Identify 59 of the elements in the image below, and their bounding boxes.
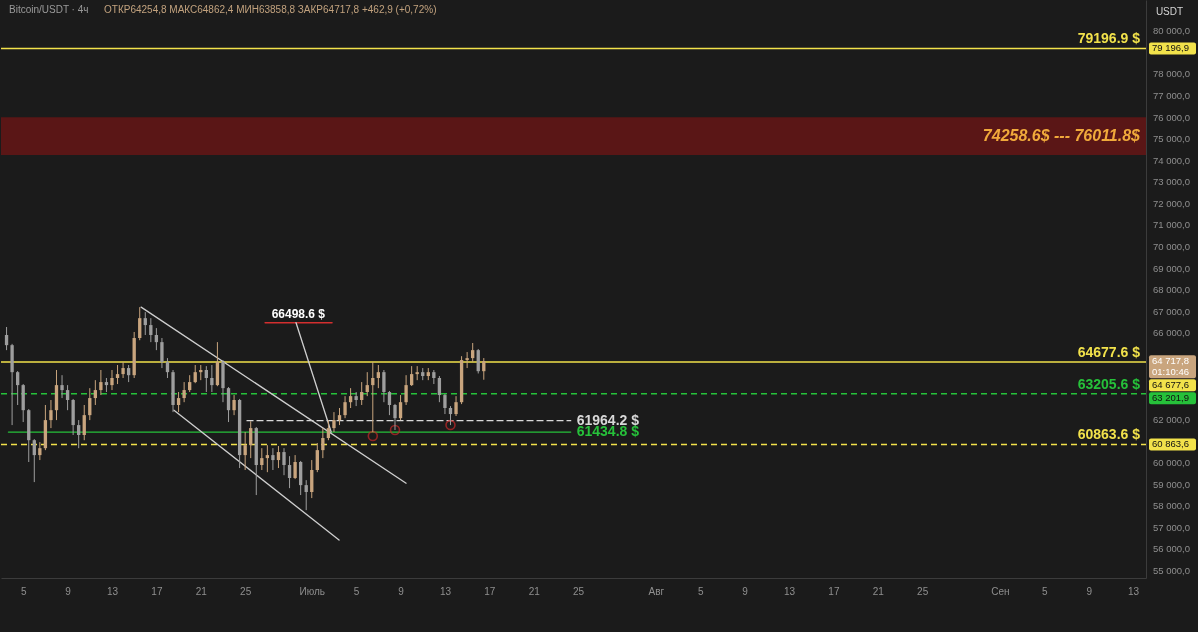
y-tick-label: 58 000,0 (1153, 500, 1190, 512)
y-tick-label: 74 000,0 (1153, 154, 1190, 166)
chart-subtitle: ОТКР64254,8 МАКС64862,4 МИН63858,8 ЗАКР64717,8 +462,9 (+0,72%) (104, 4, 437, 15)
x-tick-label: 25 (573, 585, 585, 597)
y-tick-label: 70 000,0 (1153, 241, 1190, 253)
y-tick-label: 62 000,0 (1153, 413, 1190, 425)
annotation: 64 677,6 (1152, 379, 1189, 391)
x-tick-label: 9 (398, 585, 405, 597)
y-tick-label: 76 000,0 (1153, 111, 1190, 123)
y-tick-label: 68 000,0 (1153, 284, 1190, 296)
x-tick-label: 13 (106, 585, 119, 597)
x-tick-label: Авг (648, 585, 665, 597)
x-tick-label: 9 (742, 585, 749, 597)
x-tick-label: 13 (1127, 585, 1140, 597)
y-tick-label: 80 000,0 (1153, 25, 1190, 37)
x-tick-label: Сен (991, 585, 1010, 597)
y-tick-label: 75 000,0 (1153, 133, 1190, 145)
y-tick-label: 66 000,0 (1153, 327, 1190, 339)
x-tick-label: 17 (151, 585, 163, 597)
x-tick-label: 13 (439, 585, 452, 597)
x-tick-label: 13 (783, 585, 796, 597)
y-tick-label: 73 000,0 (1153, 176, 1190, 188)
annotation: 60 863,6 (1152, 438, 1189, 450)
ref-line-label: 64677.6 $ (1077, 344, 1141, 361)
x-tick-label: 9 (1086, 585, 1093, 597)
y-axis-title: USDT (1155, 5, 1184, 17)
x-tick-label: Июль (299, 585, 326, 597)
band-label: 74258.6$ --- 76011.8$ (982, 127, 1142, 145)
y-tick-label: 57 000,0 (1153, 521, 1190, 533)
ref-line-label: 60863.6 $ (1077, 426, 1141, 443)
x-tick-label: 5 (1041, 585, 1048, 597)
annotation: 79 196,9 (1152, 42, 1189, 54)
x-tick-label: 5 (20, 585, 27, 597)
ref-line-label: 79196.9 $ (1077, 30, 1141, 47)
x-tick-label: 17 (828, 585, 840, 597)
chart-title: Bitcoin/USDT · 4ч (9, 4, 89, 15)
y-tick-label: 77 000,0 (1153, 89, 1190, 101)
y-tick-label: 67 000,0 (1153, 305, 1190, 317)
x-tick-label: 5 (353, 585, 360, 597)
x-tick-label: 25 (240, 585, 252, 597)
y-tick-label: 56 000,0 (1153, 543, 1190, 555)
x-tick-label: 5 (697, 585, 704, 597)
y-tick-label: 55 000,0 (1153, 565, 1190, 577)
y-tick-label: 59 000,0 (1153, 478, 1190, 490)
y-tick-label: 60 000,0 (1153, 457, 1190, 469)
x-tick-label: 21 (528, 585, 541, 597)
annotation: 66498.6 $ (271, 306, 326, 321)
x-tick-label: 21 (872, 585, 885, 597)
annotation: 64 717,8 01:10:46 (1152, 355, 1189, 378)
y-tick-label: 69 000,0 (1153, 262, 1190, 274)
x-tick-label: 9 (65, 585, 72, 597)
y-tick-label: 72 000,0 (1153, 197, 1190, 209)
x-tick-label: 17 (484, 585, 496, 597)
y-tick-label: 71 000,0 (1153, 219, 1190, 231)
ref-line-label: 63205.6 $ (1077, 375, 1141, 392)
annotation: 63 201,9 (1152, 392, 1189, 404)
x-tick-label: 25 (917, 585, 929, 597)
x-tick-label: 21 (195, 585, 208, 597)
y-tick-label: 78 000,0 (1153, 68, 1190, 80)
